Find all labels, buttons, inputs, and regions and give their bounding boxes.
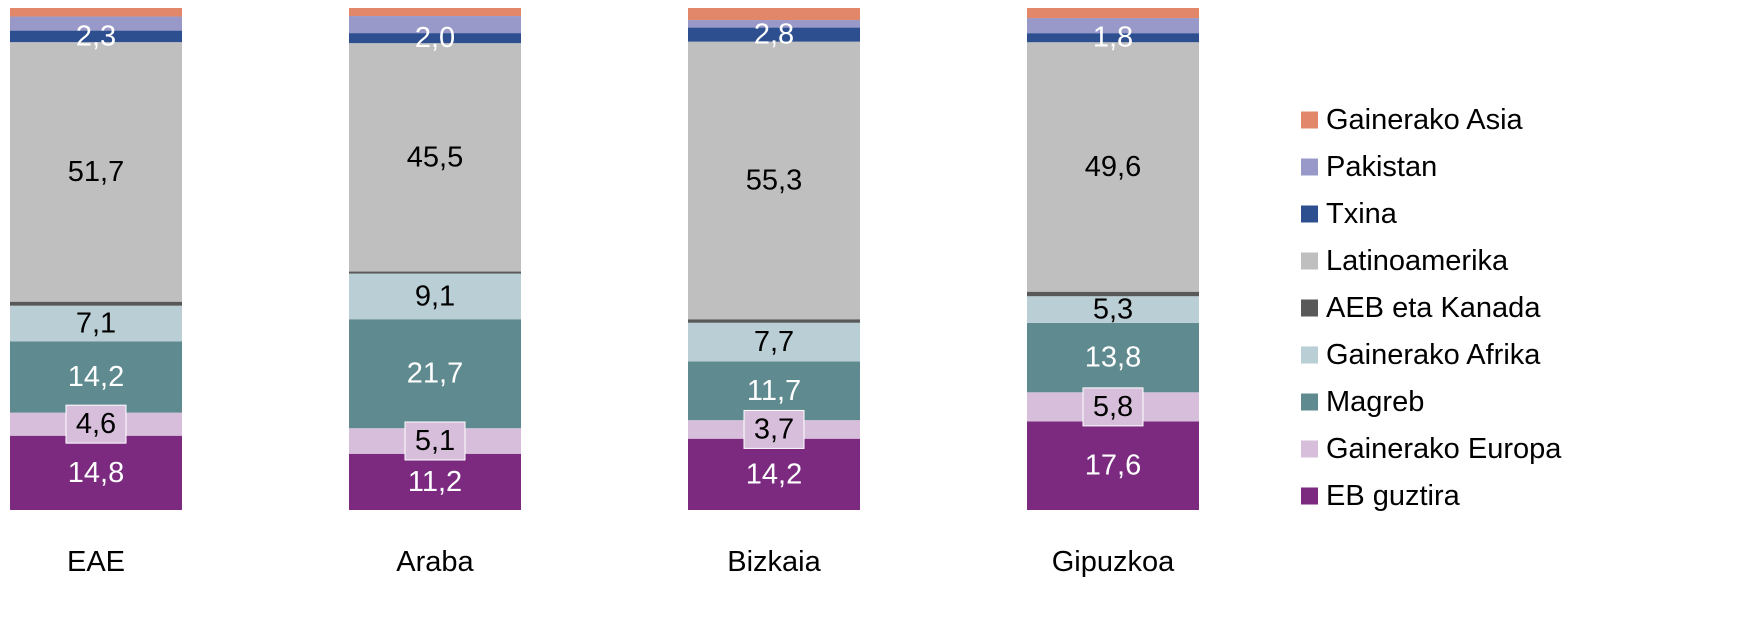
- bar-segment-gipuzkoa-2: [1027, 322, 1199, 393]
- bar-segment-eae-6: [10, 30, 182, 43]
- legend-label: EB guztira: [1326, 480, 1461, 512]
- category-label: EAE: [67, 546, 125, 578]
- data-label-gipuzkoa-0: 17,6: [1085, 450, 1141, 482]
- data-label-box: [404, 421, 466, 461]
- data-label-bizkaia-5: 55,3: [746, 164, 802, 196]
- bar-segment-eae-7: [10, 16, 182, 31]
- data-label-eae-0: 14,8: [68, 457, 124, 489]
- legend-swatch: [1301, 440, 1318, 458]
- legend-label: Latinoamerika: [1326, 245, 1509, 277]
- bar-segment-araba-6: [349, 33, 521, 44]
- legend-item: Txina: [1301, 198, 1398, 230]
- bar-segment-araba-4: [349, 271, 521, 274]
- legend-item: EB guztira: [1301, 480, 1461, 512]
- legend-swatch: [1301, 111, 1318, 129]
- bar-segment-araba-2: [349, 319, 521, 429]
- data-label-araba-2: 21,7: [407, 358, 463, 390]
- legend-label: Magreb: [1326, 386, 1424, 418]
- data-label-gipuzkoa-3: 5,3: [1093, 294, 1133, 326]
- legend-swatch: [1301, 158, 1318, 176]
- legend-item: Gainerako Europa: [1301, 433, 1562, 465]
- bar-segment-eae-8: [10, 8, 182, 17]
- data-label-gipuzkoa-1: 5,8: [1093, 391, 1133, 423]
- bar-segment-gipuzkoa-3: [1027, 296, 1199, 323]
- data-label-araba-0: 11,2: [408, 466, 462, 498]
- legend-item: AEB eta Kanada: [1301, 292, 1541, 324]
- legend-label: Gainerako Europa: [1326, 433, 1562, 465]
- bar-segment-gipuzkoa-7: [1027, 18, 1199, 34]
- data-label-box: [1082, 387, 1144, 427]
- bar-segment-eae-3: [10, 305, 182, 342]
- bar-segment-gipuzkoa-6: [1027, 33, 1199, 43]
- bar-segment-eae-0: [10, 435, 182, 510]
- data-label-eae-5: 51,7: [68, 156, 124, 188]
- data-label-araba-3: 9,1: [415, 280, 455, 312]
- data-label-gipuzkoa-6: 1,8: [1093, 22, 1133, 54]
- data-label-araba-1: 5,1: [415, 425, 455, 457]
- bar-segment-gipuzkoa-8: [1027, 8, 1199, 19]
- category-label: Araba: [396, 546, 474, 578]
- bar-segment-araba-8: [349, 8, 521, 17]
- data-label-eae-2: 14,2: [68, 361, 124, 393]
- data-label-araba-5: 45,5: [407, 141, 463, 173]
- data-label-eae-6: 2,3: [76, 20, 116, 52]
- category-label: Gipuzkoa: [1052, 546, 1175, 578]
- data-label-bizkaia-0: 14,2: [746, 458, 802, 490]
- bar-segment-bizkaia-8: [688, 8, 860, 21]
- bar-segment-eae-2: [10, 341, 182, 413]
- data-label-bizkaia-3: 7,7: [754, 326, 794, 358]
- legend: Gainerako Asia Pakistan Txina Latinoamerika…: [1301, 104, 1562, 512]
- legend-label: Pakistan: [1326, 151, 1437, 183]
- bar-segment-bizkaia-3: [688, 322, 860, 362]
- bar-segment-eae-4: [10, 301, 182, 306]
- data-label-box: [743, 409, 805, 449]
- legend-swatch: [1301, 393, 1318, 411]
- legend-item: Magreb: [1301, 386, 1424, 418]
- plot-area: 14,8 4,6 14,2 7,1 51,7 2,3 11,2 5,1 21,7 9,1 45,5 2…: [10, 8, 1199, 510]
- bar-segment-bizkaia-4: [688, 319, 860, 323]
- legend-swatch: [1301, 346, 1318, 364]
- bar-segment-araba-3: [349, 273, 521, 320]
- legend-item: Pakistan: [1301, 151, 1437, 183]
- legend-swatch: [1301, 205, 1318, 223]
- data-label-bizkaia-1: 3,7: [754, 413, 794, 445]
- bar-segment-gipuzkoa-4: [1027, 291, 1199, 297]
- legend-swatch: [1301, 299, 1318, 317]
- category-axis: EAE Araba Bizkaia Gipuzkoa: [67, 546, 1175, 578]
- bar-segment-gipuzkoa-5: [1027, 42, 1199, 292]
- legend-swatch: [1301, 487, 1318, 505]
- bar-segment-bizkaia-7: [688, 20, 860, 28]
- data-label-araba-6: 2,0: [415, 22, 455, 54]
- legend-item: Gainerako Asia: [1301, 104, 1524, 136]
- bar-segment-araba-7: [349, 16, 521, 34]
- data-label-gipuzkoa-5: 49,6: [1085, 151, 1141, 183]
- bar-segment-eae-5: [10, 42, 182, 302]
- legend-label: Gainerako Asia: [1326, 104, 1524, 136]
- legend-label: Gainerako Afrika: [1326, 339, 1541, 371]
- legend-swatch: [1301, 252, 1318, 270]
- bar-segment-araba-5: [349, 43, 521, 272]
- bar-segment-bizkaia-5: [688, 41, 860, 320]
- data-label-eae-3: 7,1: [76, 308, 116, 340]
- data-label-bizkaia-6: 2,8: [754, 19, 794, 51]
- bar-segment-gipuzkoa-0: [1027, 421, 1199, 510]
- bar-segment-bizkaia-6: [688, 27, 860, 42]
- category-label: Bizkaia: [727, 546, 821, 578]
- legend-item: Gainerako Afrika: [1301, 339, 1541, 371]
- bar-segment-araba-0: [349, 453, 521, 510]
- bar-segment-bizkaia-0: [688, 438, 860, 510]
- data-label-eae-1: 4,6: [76, 408, 116, 440]
- data-label-box: [65, 404, 127, 444]
- legend-item: Latinoamerika: [1301, 245, 1509, 277]
- legend-label: AEB eta Kanada: [1326, 292, 1541, 324]
- data-label-bizkaia-2: 11,7: [747, 375, 801, 407]
- legend-label: Txina: [1326, 198, 1398, 230]
- data-label-gipuzkoa-2: 13,8: [1085, 342, 1141, 374]
